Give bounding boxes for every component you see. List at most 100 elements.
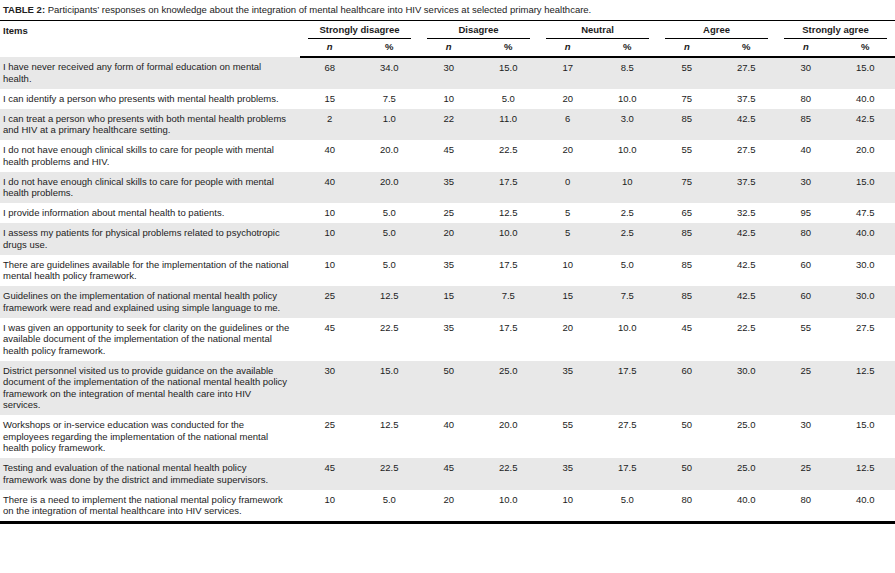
value-cell: 40 (300, 172, 360, 204)
item-cell: I provide information about mental healt… (0, 203, 300, 223)
group-header-label: Strongly agree (784, 23, 887, 39)
value-cell: 7.5 (360, 89, 420, 109)
table-row: I can identify a person who presents wit… (0, 89, 895, 109)
column-header-percent-strongly-disagree: % (360, 39, 420, 57)
value-cell: 3.0 (598, 109, 658, 141)
value-cell: 40 (419, 415, 479, 458)
value-cell: 45 (300, 318, 360, 361)
value-cell: 30 (300, 361, 360, 416)
item-cell: There are guidelines available for the i… (0, 255, 300, 287)
value-cell: 12.5 (836, 361, 895, 416)
value-cell: 50 (419, 361, 479, 416)
value-cell: 27.5 (717, 140, 777, 172)
table-row: There is a need to implement the nationa… (0, 490, 895, 523)
value-cell: 2.5 (598, 223, 658, 255)
value-cell: 5.0 (360, 490, 420, 523)
value-cell: 12.5 (360, 415, 420, 458)
item-cell: I was given an opportunity to seek for c… (0, 318, 300, 361)
value-cell: 35 (419, 172, 479, 204)
value-cell: 15 (538, 286, 598, 318)
value-cell: 40 (300, 140, 360, 172)
value-cell: 2.5 (598, 203, 658, 223)
value-cell: 1.0 (360, 109, 420, 141)
value-cell: 5.0 (360, 203, 420, 223)
value-cell: 5.0 (360, 255, 420, 287)
table-row: I do not have enough clinical skills to … (0, 140, 895, 172)
value-cell: 34.0 (360, 57, 420, 89)
value-cell: 30 (419, 57, 479, 89)
item-cell: I do not have enough clinical skills to … (0, 140, 300, 172)
value-cell: 7.5 (598, 286, 658, 318)
value-cell: 5.0 (479, 89, 539, 109)
value-cell: 40.0 (836, 89, 895, 109)
value-cell: 2 (300, 109, 360, 141)
value-cell: 30.0 (717, 361, 777, 416)
value-cell: 42.5 (836, 109, 895, 141)
value-cell: 20 (538, 318, 598, 361)
value-cell: 45 (657, 318, 717, 361)
value-cell: 55 (776, 318, 836, 361)
value-cell: 25.0 (717, 458, 777, 490)
column-header-percent-disagree: % (479, 39, 539, 57)
value-cell: 20.0 (360, 172, 420, 204)
value-cell: 15 (300, 89, 360, 109)
value-cell: 0 (538, 172, 598, 204)
value-cell: 65 (657, 203, 717, 223)
value-cell: 5 (538, 223, 598, 255)
column-header-percent-agree: % (717, 39, 777, 57)
item-cell: I can treat a person who presents with b… (0, 109, 300, 141)
value-cell: 45 (419, 140, 479, 172)
table-title: TABLE 2: Participants’ responses on know… (0, 0, 895, 21)
table-row: I provide information about mental healt… (0, 203, 895, 223)
value-cell: 35 (419, 318, 479, 361)
value-cell: 17.5 (479, 255, 539, 287)
table-title-label: TABLE 2: (3, 4, 45, 15)
group-header-row: Items Strongly disagreeDisagreeNeutralAg… (0, 21, 895, 39)
item-cell: There is a need to implement the nationa… (0, 490, 300, 523)
value-cell: 17.5 (479, 318, 539, 361)
value-cell: 5 (538, 203, 598, 223)
value-cell: 7.5 (479, 286, 539, 318)
table-row: I have never received any form of formal… (0, 57, 895, 89)
value-cell: 50 (657, 415, 717, 458)
table-row: Workshops or in-service education was co… (0, 415, 895, 458)
table-row: There are guidelines available for the i… (0, 255, 895, 287)
value-cell: 75 (657, 172, 717, 204)
value-cell: 10 (598, 172, 658, 204)
column-header-items: Items (0, 21, 300, 57)
value-cell: 10.0 (598, 89, 658, 109)
value-cell: 60 (776, 255, 836, 287)
value-cell: 5.0 (598, 490, 658, 523)
table-row: District personnel visited us to provide… (0, 361, 895, 416)
value-cell: 12.5 (360, 286, 420, 318)
value-cell: 30 (776, 415, 836, 458)
value-cell: 60 (657, 361, 717, 416)
paper-table-page: TABLE 2: Participants’ responses on know… (0, 0, 895, 524)
column-header-percent-strongly-agree: % (836, 39, 895, 57)
table-row: Testing and evaluation of the national m… (0, 458, 895, 490)
value-cell: 45 (419, 458, 479, 490)
value-cell: 10 (300, 223, 360, 255)
group-header-strongly-disagree: Strongly disagree (300, 21, 419, 39)
value-cell: 35 (538, 458, 598, 490)
value-cell: 20 (538, 89, 598, 109)
table-body: I have never received any form of formal… (0, 57, 895, 523)
value-cell: 50 (657, 458, 717, 490)
value-cell: 15.0 (836, 172, 895, 204)
value-cell: 30.0 (836, 286, 895, 318)
value-cell: 35 (538, 361, 598, 416)
group-header-label: Disagree (427, 23, 530, 39)
value-cell: 10 (538, 490, 598, 523)
value-cell: 42.5 (717, 109, 777, 141)
value-cell: 20 (538, 140, 598, 172)
value-cell: 30.0 (836, 255, 895, 287)
group-header-agree: Agree (657, 21, 776, 39)
column-header-percent-neutral: % (598, 39, 658, 57)
value-cell: 25 (776, 361, 836, 416)
value-cell: 20.0 (360, 140, 420, 172)
value-cell: 15.0 (836, 57, 895, 89)
value-cell: 42.5 (717, 255, 777, 287)
value-cell: 22.5 (360, 458, 420, 490)
value-cell: 15.0 (479, 57, 539, 89)
value-cell: 40.0 (717, 490, 777, 523)
